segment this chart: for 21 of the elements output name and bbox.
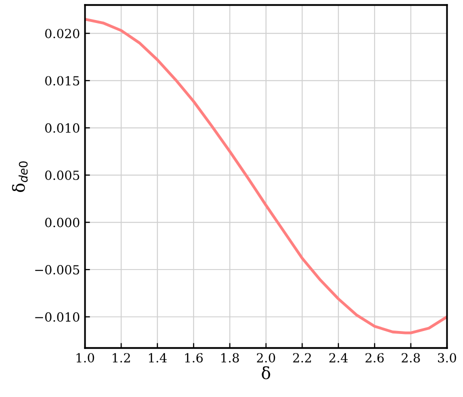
y-tick-label: −0.010 [35, 312, 80, 322]
x-axis-title: δ [262, 366, 270, 380]
x-tick-label: 1.8 [221, 353, 239, 363]
y-tick-label: 0.010 [45, 123, 80, 133]
x-tick-label: 1.6 [185, 353, 203, 363]
line-series [85, 18, 447, 334]
x-tick-label: 2.8 [402, 353, 420, 363]
x-tick-label: 2.2 [293, 353, 311, 363]
x-tick-label: 2.4 [329, 353, 348, 363]
x-tick-label: 3.0 [438, 353, 456, 363]
x-tick-label: 1.4 [148, 353, 167, 363]
x-tick-label: 1.0 [76, 353, 94, 363]
x-tick-label: 1.2 [112, 353, 130, 363]
x-tick-label: 2.6 [366, 353, 384, 363]
y-tick-label: 0.000 [45, 218, 80, 228]
y-tick-label: 0.015 [45, 76, 80, 86]
y-tick-label: 0.005 [45, 170, 80, 180]
y-tick-label: 0.020 [45, 28, 80, 38]
x-tick-label: 2.0 [256, 353, 276, 363]
y-axis-title: δ$_{de0}$ [12, 161, 28, 192]
y-tick-label: −0.005 [35, 265, 80, 274]
